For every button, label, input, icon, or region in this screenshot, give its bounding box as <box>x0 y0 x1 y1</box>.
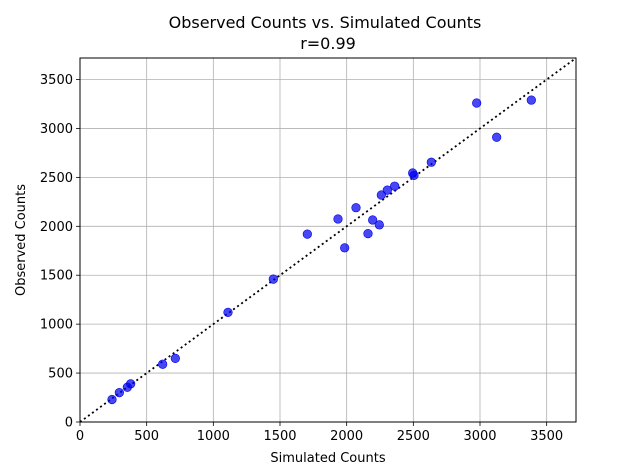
data-point <box>126 379 136 389</box>
data-point <box>426 157 436 167</box>
data-point <box>390 181 400 191</box>
chart-title: Observed Counts vs. Simulated Counts <box>169 13 482 32</box>
x-axis-label: Simulated Counts <box>270 451 385 466</box>
y-tick-label: 2000 <box>40 220 73 235</box>
data-point <box>492 132 502 142</box>
x-tick-label: 2500 <box>397 429 430 444</box>
x-tick-label: 2000 <box>330 429 363 444</box>
y-tick-label: 3000 <box>40 122 73 137</box>
data-point <box>223 307 233 318</box>
plot-frame <box>79 57 577 423</box>
identity-line <box>79 57 577 423</box>
y-tick-label: 2500 <box>40 171 73 186</box>
x-tick-label: 3500 <box>530 429 563 444</box>
x-tick-label: 1000 <box>197 429 230 444</box>
axis-ticks: 0 500 1000 1500 2000 2500 3000 3500 0 500 1000 1500… <box>40 73 563 444</box>
chart-subtitle: r=0.99 <box>300 34 356 53</box>
data-point <box>333 214 343 224</box>
x-tick-label: 3000 <box>463 429 496 444</box>
data-points <box>107 95 536 405</box>
y-tick-label: 3500 <box>40 73 73 88</box>
data-point <box>268 274 278 284</box>
data-point <box>409 170 419 181</box>
data-point <box>376 190 386 200</box>
data-point <box>526 95 536 105</box>
y-axis-label: Observed Counts <box>14 184 29 296</box>
data-point <box>374 220 384 230</box>
data-point <box>158 359 168 369</box>
data-point <box>363 229 373 239</box>
data-point <box>170 353 180 363</box>
grid <box>79 58 576 423</box>
y-tick-label: 500 <box>48 367 73 382</box>
y-tick-label: 1500 <box>40 269 73 284</box>
data-point <box>340 243 350 253</box>
data-point <box>351 203 361 213</box>
y-tick-label: 0 <box>65 416 73 431</box>
data-point <box>472 98 482 108</box>
data-point <box>114 388 124 398</box>
data-point <box>368 215 378 225</box>
identity-line-group <box>79 57 577 423</box>
y-tick-label: 1000 <box>40 318 73 333</box>
data-point <box>302 229 312 239</box>
data-point <box>107 394 117 405</box>
data-point <box>382 185 392 195</box>
x-tick-label: 1500 <box>263 429 296 444</box>
x-tick-label: 0 <box>76 429 84 444</box>
x-tick-label: 500 <box>134 429 159 444</box>
